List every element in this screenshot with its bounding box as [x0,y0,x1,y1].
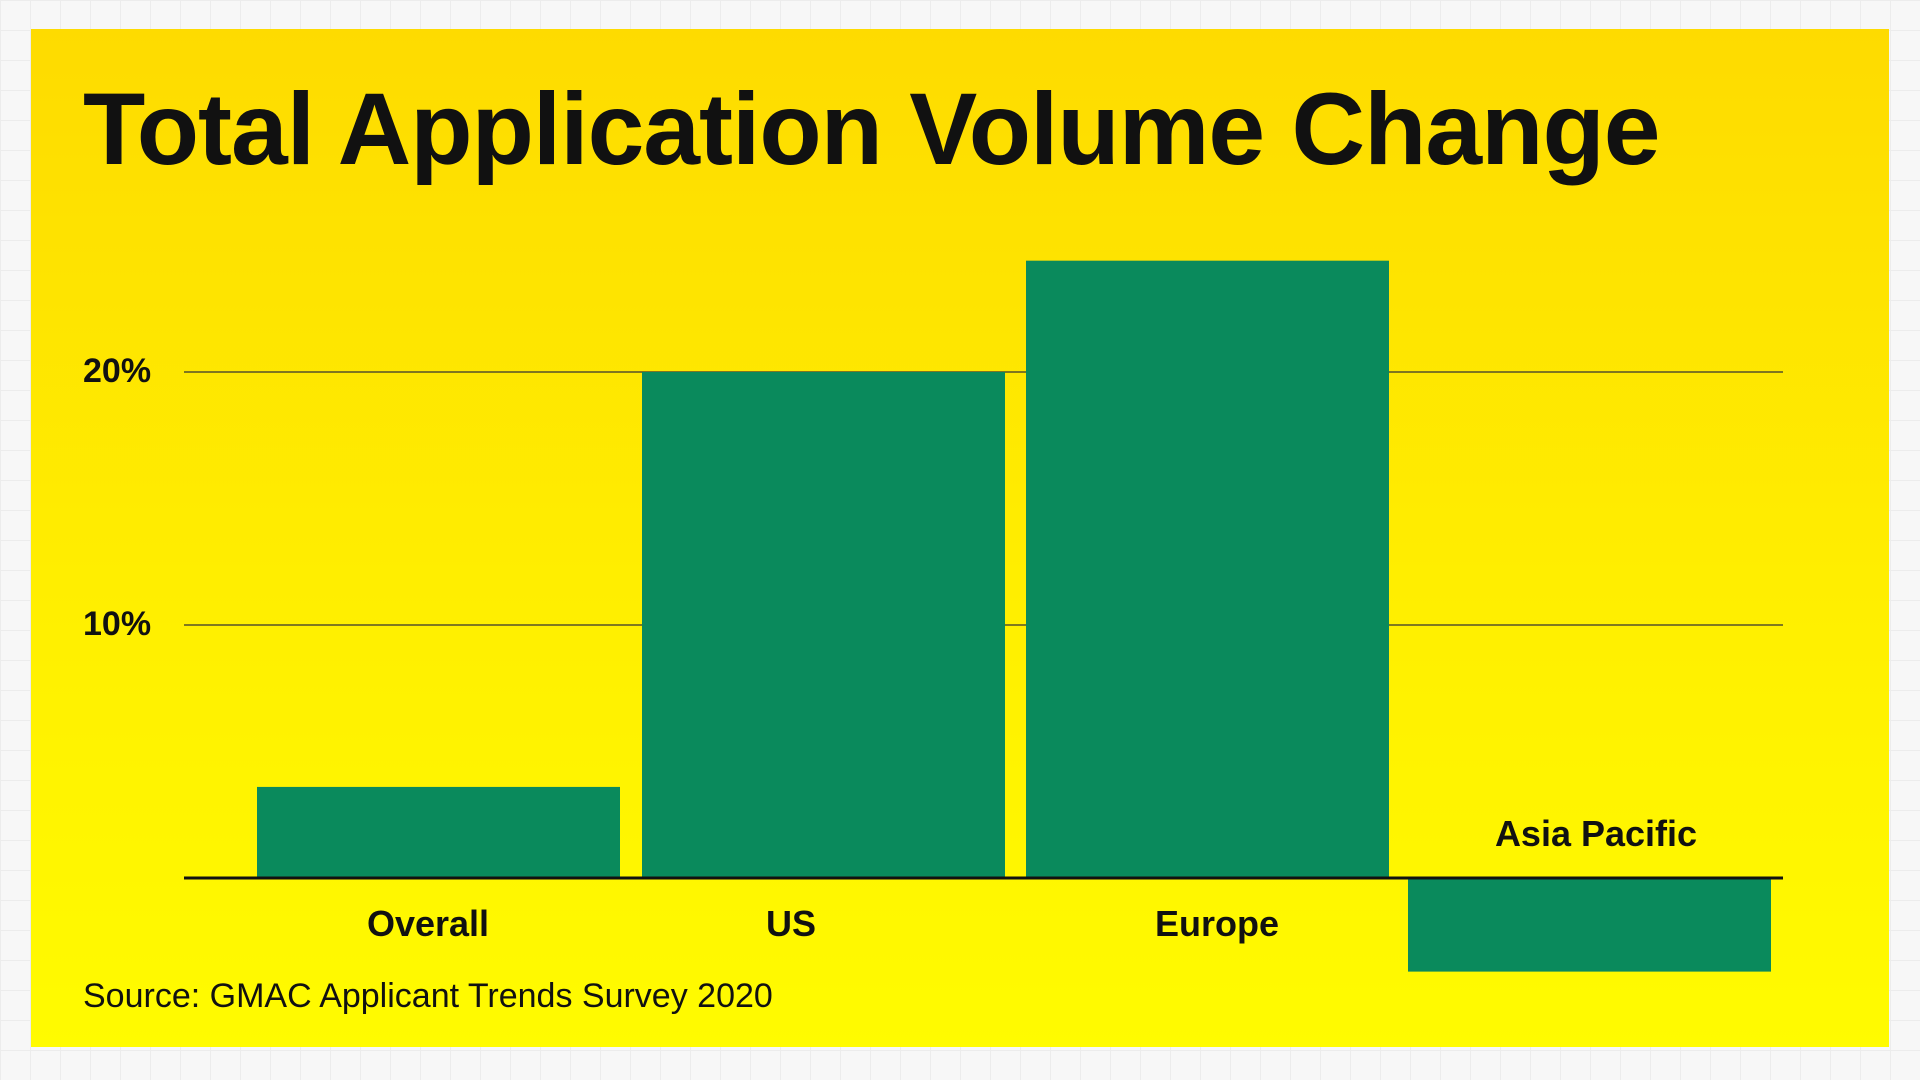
category-label-us: US [766,903,816,944]
bar-chart: 10% 20% Overall US Europe Asia Pacific [83,260,1783,972]
chart-card: Total Application Volume Change 10% 20% Ov… [31,29,1889,1047]
bars [257,260,1771,972]
y-tick-label: 20% [83,352,151,390]
bar-overall [257,786,620,878]
y-tick-label: 10% [83,605,151,643]
bar-europe [1026,260,1389,878]
bar-asia-pacific [1408,878,1771,972]
chart-title: Total Application Volume Change [83,72,1660,186]
category-label-europe: Europe [1155,903,1279,944]
chart-source-note: Source: GMAC Applicant Trends Survey 202… [83,977,773,1015]
category-label-overall: Overall [367,903,489,944]
bar-us [642,372,1005,878]
category-label-asia-pacific: Asia Pacific [1495,813,1697,854]
labels: 10% 20% Overall US Europe Asia Pacific [83,352,1697,944]
